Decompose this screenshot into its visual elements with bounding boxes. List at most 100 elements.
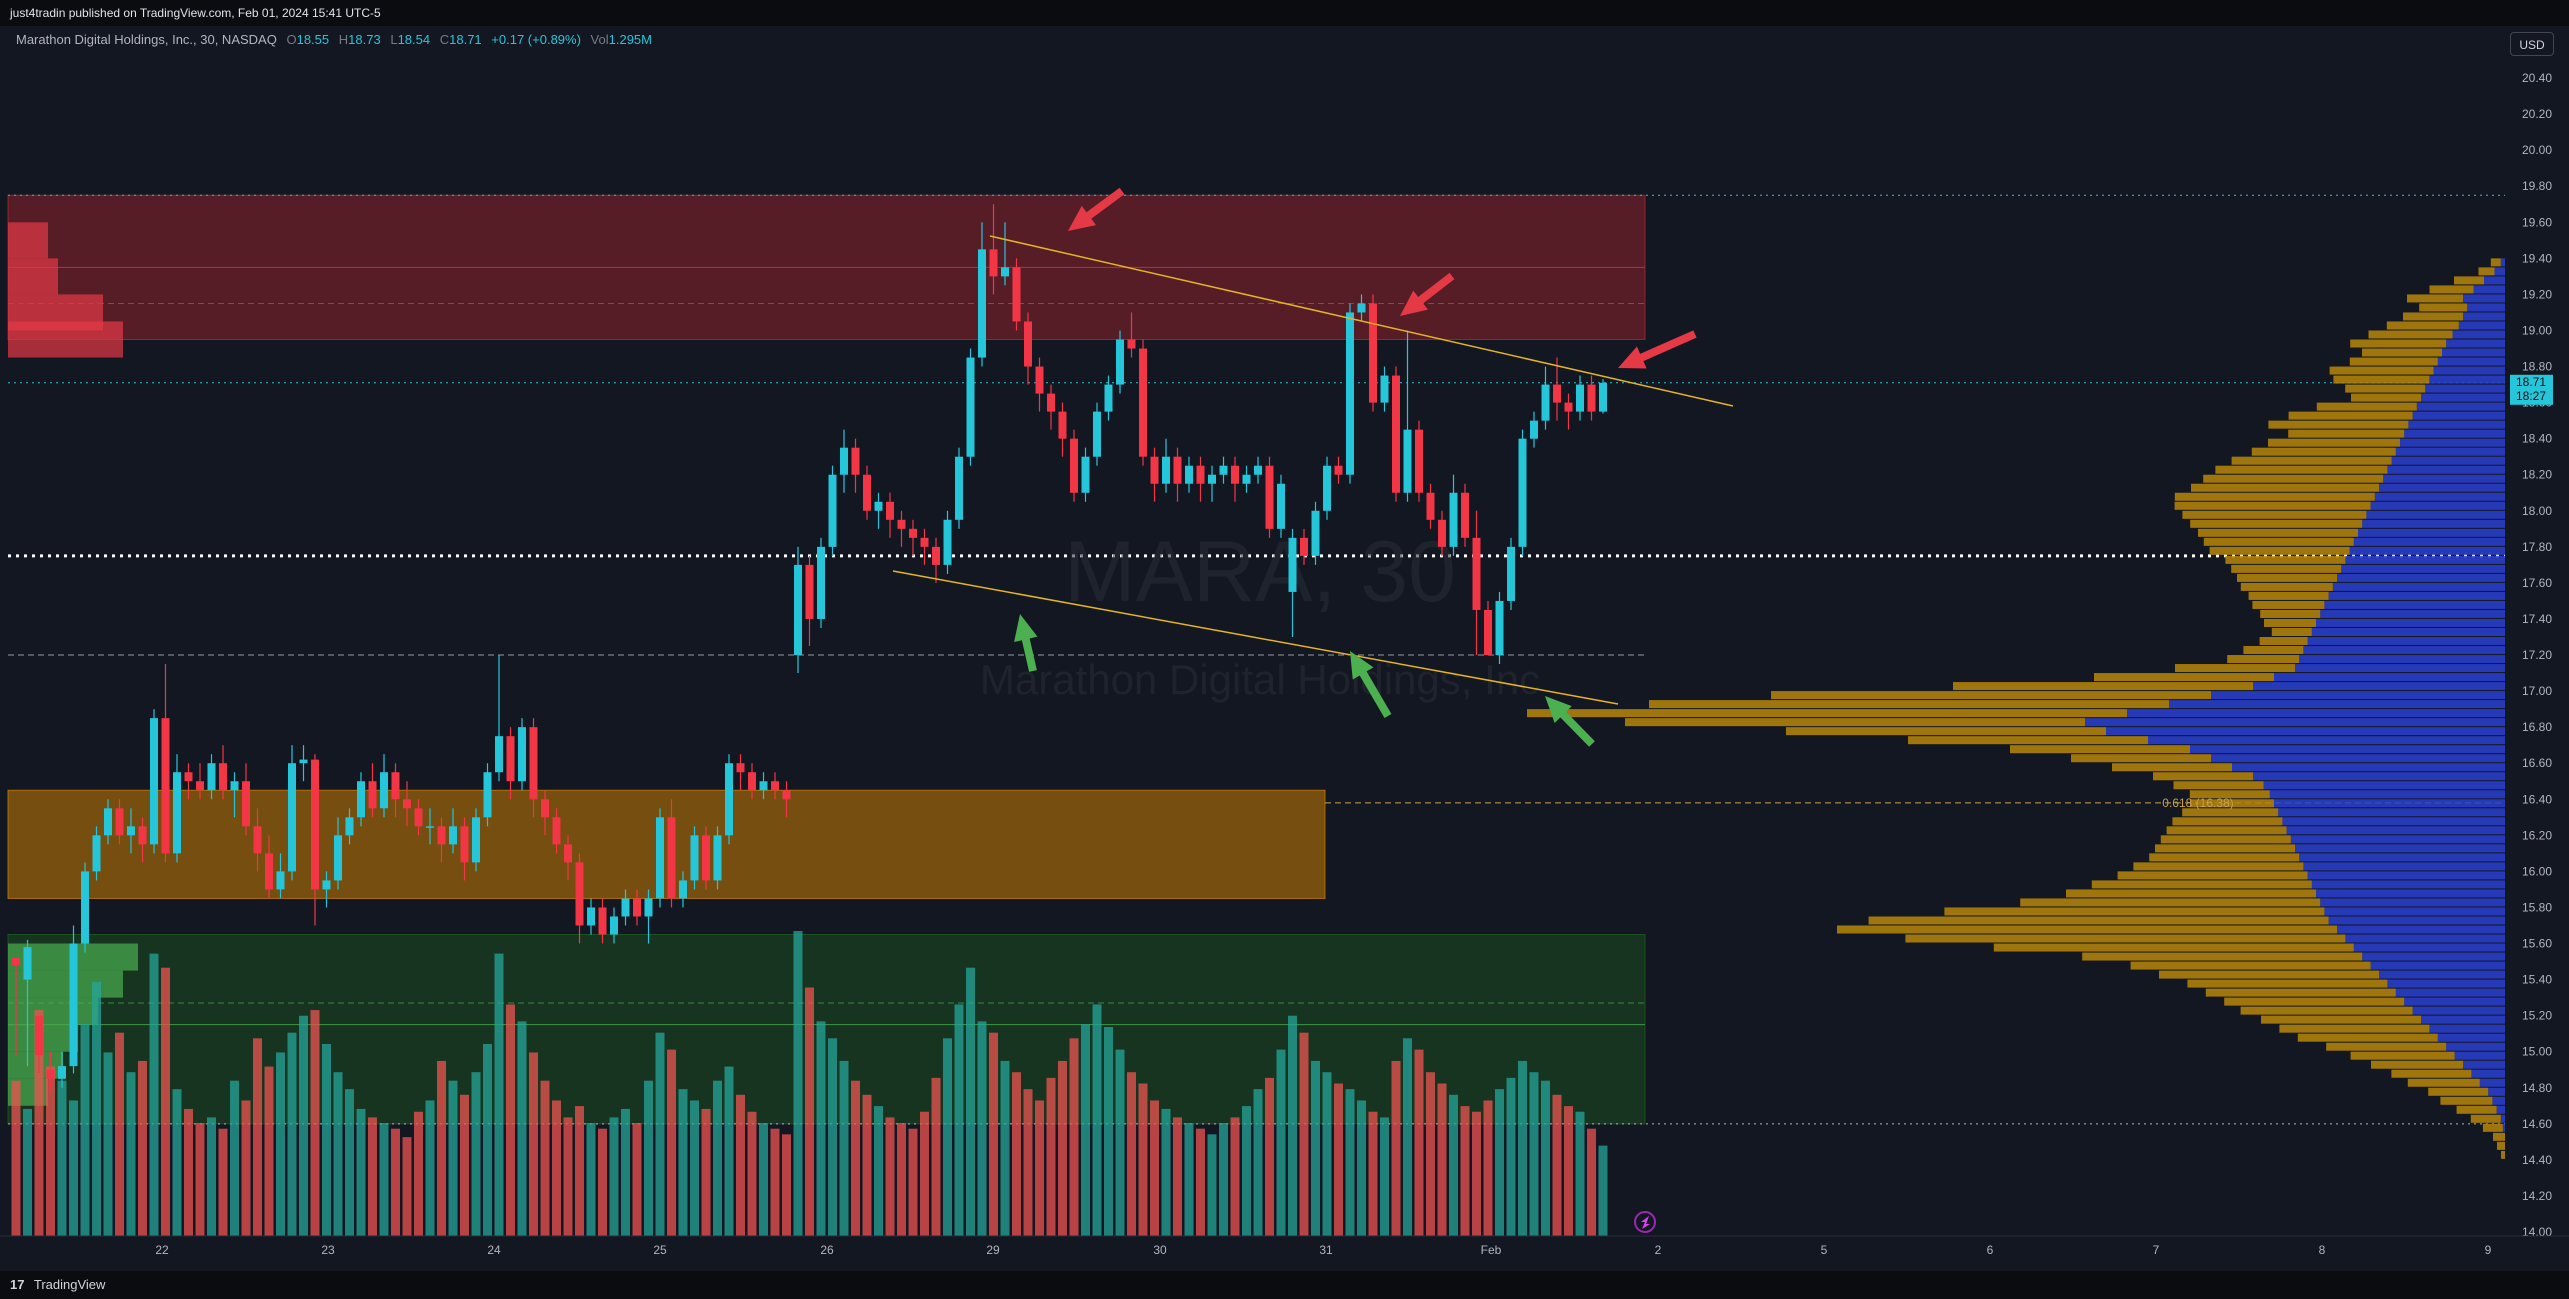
candle[interactable]: [368, 763, 377, 818]
arrow-down-1[interactable]: [1068, 187, 1125, 231]
candle[interactable]: [69, 925, 78, 1074]
candle[interactable]: [184, 763, 193, 800]
currency-button[interactable]: USD: [2510, 32, 2554, 56]
candle[interactable]: [1438, 510, 1446, 556]
candle[interactable]: [702, 826, 710, 890]
candle[interactable]: [161, 664, 170, 863]
candle[interactable]: [1254, 456, 1262, 484]
candle[interactable]: [1323, 456, 1331, 520]
candle[interactable]: [840, 429, 848, 493]
candle[interactable]: [552, 808, 561, 854]
candle[interactable]: [978, 222, 986, 367]
candle[interactable]: [1196, 456, 1205, 502]
candle[interactable]: [414, 799, 423, 836]
candle[interactable]: [656, 808, 664, 908]
candle[interactable]: [219, 745, 227, 800]
candle[interactable]: [357, 772, 365, 827]
candle[interactable]: [541, 790, 549, 836]
candle[interactable]: [449, 808, 457, 854]
candle[interactable]: [1495, 591, 1504, 665]
candle[interactable]: [1518, 429, 1527, 556]
candle[interactable]: [58, 1051, 66, 1088]
candle[interactable]: [150, 709, 158, 854]
candle[interactable]: [1219, 456, 1228, 484]
candle[interactable]: [966, 348, 975, 466]
candle[interactable]: [196, 763, 204, 800]
candle[interactable]: [1449, 474, 1458, 556]
candle[interactable]: [1139, 339, 1147, 466]
candle[interactable]: [817, 537, 825, 628]
candle[interactable]: [1208, 465, 1216, 502]
candle[interactable]: [1311, 501, 1320, 565]
candle[interactable]: [1104, 375, 1113, 421]
candle[interactable]: [736, 754, 745, 791]
candle[interactable]: [713, 826, 722, 890]
candle[interactable]: [1231, 456, 1239, 502]
candle[interactable]: [173, 754, 181, 863]
candle[interactable]: [1185, 456, 1193, 493]
candle[interactable]: [989, 204, 998, 295]
candle[interactable]: [1553, 357, 1561, 421]
candle[interactable]: [1472, 510, 1481, 656]
candle[interactable]: [1380, 366, 1389, 412]
candle[interactable]: [437, 817, 446, 863]
candle[interactable]: [886, 492, 894, 538]
candle[interactable]: [403, 781, 411, 827]
candle[interactable]: [725, 754, 733, 845]
candle[interactable]: [426, 808, 434, 845]
candle[interactable]: [1012, 258, 1021, 331]
candle[interactable]: [587, 898, 595, 935]
candle[interactable]: [1127, 312, 1136, 358]
candle[interactable]: [472, 808, 480, 872]
chart-area[interactable]: MARA, 30 Marathon Digital Holdings, Inc …: [0, 26, 2569, 1271]
candle[interactable]: [1242, 465, 1251, 493]
trendlines-layer[interactable]: [892, 235, 1734, 705]
candle[interactable]: [598, 898, 607, 944]
candle[interactable]: [334, 817, 342, 890]
candle[interactable]: [1357, 294, 1366, 322]
candle[interactable]: [288, 745, 296, 881]
candle[interactable]: [1047, 384, 1055, 430]
annotation-arrows[interactable]: [1014, 187, 1697, 747]
candle[interactable]: [1001, 222, 1009, 286]
candle[interactable]: [1564, 393, 1573, 430]
candle[interactable]: [782, 781, 791, 818]
candle[interactable]: [1024, 312, 1032, 385]
candle[interactable]: [932, 537, 940, 583]
candle[interactable]: [506, 727, 515, 800]
candle[interactable]: [1093, 402, 1101, 466]
candle[interactable]: [610, 907, 618, 944]
replay-icon[interactable]: [1634, 1211, 1656, 1233]
arrow-up-3[interactable]: [1545, 696, 1595, 747]
candle[interactable]: [564, 835, 572, 881]
candle[interactable]: [794, 546, 802, 674]
symbol-legend[interactable]: Marathon Digital Holdings, Inc., 30, NAS…: [16, 32, 652, 47]
candle[interactable]: [518, 718, 526, 791]
candle[interactable]: [299, 745, 308, 782]
arrow-up-2[interactable]: [1350, 651, 1392, 719]
trendline-lower[interactable]: [892, 570, 1619, 705]
arrow-down-3[interactable]: [1618, 330, 1697, 369]
candle[interactable]: [1415, 420, 1423, 502]
candle[interactable]: [909, 519, 917, 556]
candle[interactable]: [207, 754, 216, 800]
candle[interactable]: [1346, 303, 1354, 484]
candle[interactable]: [242, 763, 250, 836]
candle[interactable]: [380, 754, 388, 818]
candle[interactable]: [460, 817, 469, 881]
candle[interactable]: [690, 826, 699, 890]
candle[interactable]: [265, 835, 273, 899]
candle[interactable]: [621, 889, 630, 926]
price-axis[interactable]: 20.6020.4020.2020.0019.8019.6019.4019.20…: [2505, 26, 2569, 1271]
candle[interactable]: [92, 826, 101, 881]
candle[interactable]: [391, 763, 400, 818]
candle[interactable]: [1116, 330, 1124, 394]
candle[interactable]: [1507, 537, 1515, 610]
candle[interactable]: [138, 817, 147, 863]
candle[interactable]: [1426, 483, 1435, 529]
candle[interactable]: [1403, 330, 1412, 502]
candle[interactable]: [529, 718, 538, 818]
candle[interactable]: [1081, 447, 1090, 502]
candle[interactable]: [805, 555, 814, 647]
candle[interactable]: [1070, 429, 1078, 502]
